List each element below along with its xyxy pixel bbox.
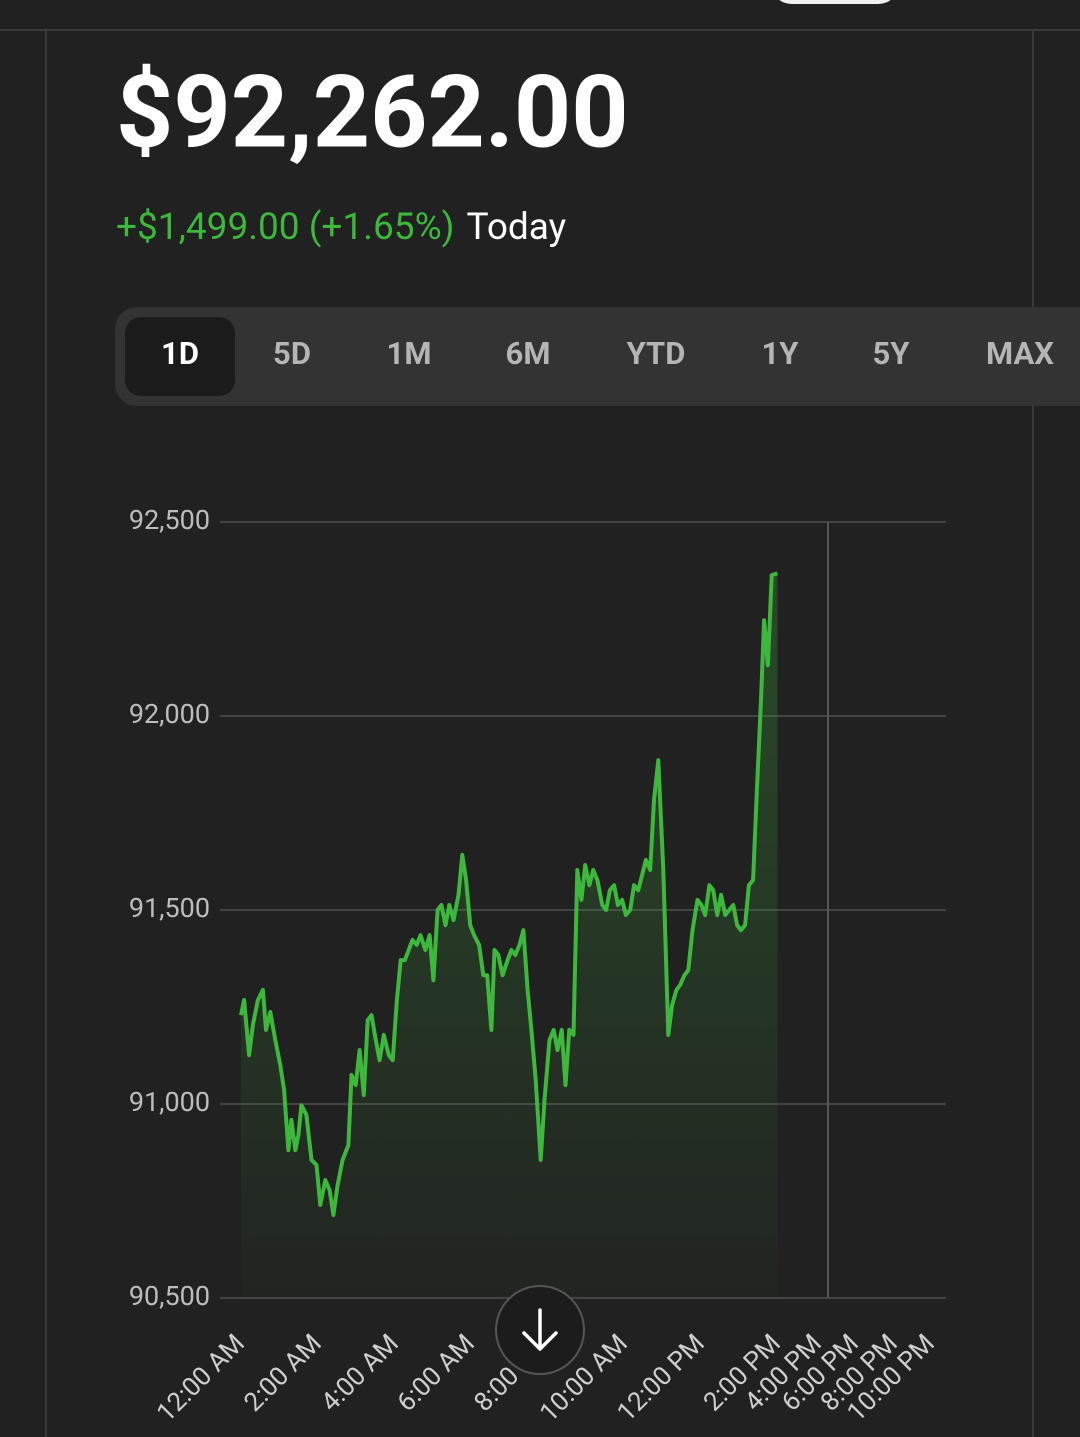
period: Today: [467, 206, 567, 249]
tab[interactable]: 6M: [506, 335, 551, 372]
y-tick-label: 92,000: [129, 698, 210, 730]
change-line: +$1,499.00 (+1.65%) Today: [116, 206, 567, 249]
tab[interactable]: 1Y: [762, 335, 800, 372]
area-fill: [241, 573, 778, 1298]
tab-selected-bg: [125, 317, 235, 396]
top-pill[interactable]: [770, 0, 900, 4]
tab[interactable]: 1M: [387, 335, 432, 372]
tab[interactable]: 5Y: [873, 335, 911, 372]
y-tick-label: 90,500: [129, 1280, 210, 1312]
tab-bar: [115, 307, 1080, 406]
y-tick-label: 91,500: [129, 892, 210, 924]
price-line: [239, 571, 779, 1217]
y-tick-label: 92,500: [129, 504, 210, 536]
tab[interactable]: MAX: [986, 335, 1054, 372]
y-tick-label: 91,000: [129, 1086, 210, 1118]
tab[interactable]: YTD: [627, 335, 686, 372]
tab[interactable]: 1D: [161, 335, 199, 372]
tab[interactable]: 5D: [273, 335, 311, 372]
price: $92,262.00: [116, 54, 629, 171]
change: +$1,499.00 (+1.65%): [116, 206, 455, 249]
arrow-icon: [522, 1308, 558, 1351]
